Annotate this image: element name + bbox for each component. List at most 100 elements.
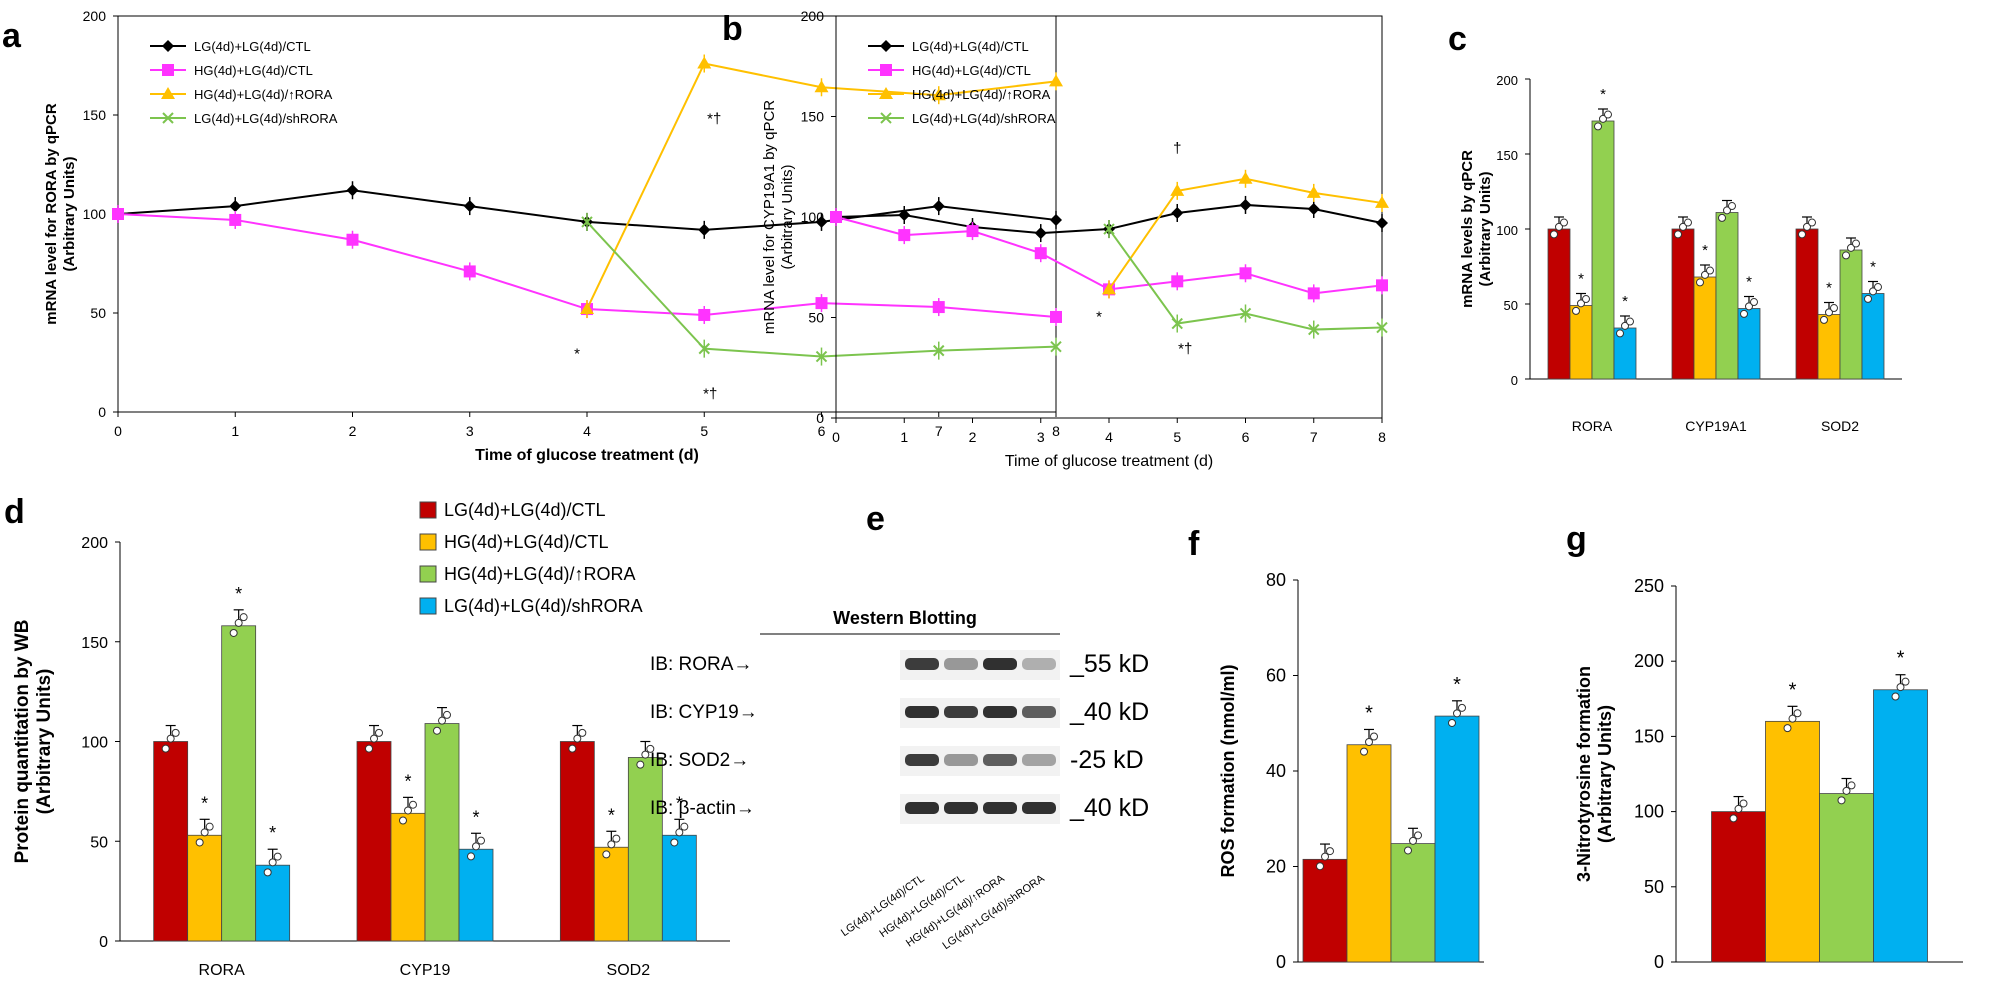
data-point [1307,287,1320,300]
data-point [1034,227,1047,240]
x-tick-label: 7 [935,423,943,439]
data-point [1050,213,1062,226]
legend-marker [880,40,892,52]
replicate-dot [1370,732,1378,741]
replicate-dot [1739,799,1748,808]
x-axis-label: Time of glucose treatment (d) [475,447,699,464]
replicate-dot [229,628,238,637]
replicate-dot [1326,847,1334,856]
significance-marker: * [1453,674,1461,696]
data-point [815,297,828,310]
y-tick-label: 0 [816,410,824,426]
y-axis-label-2: (Arbitrary Units) [1477,171,1494,286]
replicate-dot [1729,814,1738,823]
legend-label: HG(4d)+LG(4d)/↑RORA [444,564,636,584]
significance-marker: * [472,807,479,827]
y-tick-label: 0 [1276,952,1286,972]
replicate-dot [1901,677,1910,686]
replicate-dot [1550,230,1558,239]
chart-g: 0 50 100 150 200 250 3-Nitrotyrosine formation… [1574,576,1963,972]
x-tick-label: 3 [1037,429,1045,445]
bar [1711,811,1766,963]
replicate-dot [1453,709,1461,718]
chart-d: 0 50 100 150 200 Protein quantitation by WB (A… [12,500,730,979]
wb-row-label: IB: CYP19→ [650,702,758,723]
replicate-dot [1820,315,1828,324]
annotation: † [1173,140,1181,157]
replicate-dot [1696,278,1704,287]
category-label: CYP19 [400,962,451,979]
bar [627,757,663,942]
replicate-dot [1874,283,1882,292]
legend-marker [879,87,893,99]
panel-label-f: f [1188,525,1200,563]
data-point-b [1103,223,1115,235]
data-point [830,211,842,223]
y-tick-label: 50 [1504,298,1518,313]
replicate-dot [1684,218,1692,227]
replicate-dot [1360,747,1368,756]
significance-marker: * [1826,280,1832,297]
data-point-b [581,216,593,228]
bar [1765,720,1820,963]
replicate-dot [375,728,383,737]
y-tick-label: 0 [98,404,106,420]
bar [1715,212,1739,380]
replicate-dot [670,838,679,847]
wb-band [983,706,1017,718]
replicate-dot [1734,804,1743,813]
data-point-b [1171,317,1183,330]
x-tick-label: 4 [1105,429,1113,445]
data-point [1049,74,1063,87]
replicate-dot [263,868,272,877]
y-tick-label: 60 [1266,666,1286,686]
replicate-dot [1837,796,1846,805]
replicate-dot [578,728,587,737]
chart-f: 0 20 40 60 80 ROS formation (nmol/ml) * * [1218,570,1484,972]
category-label: RORA [1572,418,1613,434]
data-point-b [933,344,945,357]
x-tick-label: 6 [818,423,826,439]
x-tick-label: 5 [700,423,708,439]
bar [458,848,494,942]
legend-marker [161,87,175,99]
significance-marker: * [1578,271,1584,288]
annotation: * [574,346,580,363]
replicate-dot [477,836,485,845]
wb-title: Western Blotting [833,608,977,628]
replicate-dot [1572,306,1580,315]
replicate-dot [636,760,645,769]
significance-marker: * [269,823,276,843]
replicate-dot [1728,202,1736,211]
data-point [898,208,911,221]
replicate-dot [1594,122,1602,131]
y-tick-label: 20 [1266,857,1286,877]
data-point [697,56,712,69]
bar [424,723,460,942]
x-tick-label: 2 [969,429,977,445]
bar [1839,249,1863,380]
legend-marker [162,40,174,52]
wb-kd-label: -25 kD [1070,746,1144,774]
replicate-dot [1869,287,1877,296]
replicate-dot [1740,309,1748,318]
wb-row-label: IB: SOD2→ [650,750,749,771]
wb-band [905,754,939,766]
annotation: *† [703,386,717,403]
data-point-b [1050,340,1062,353]
data-point [898,229,911,242]
data-point [229,200,242,213]
wb-band [944,802,978,814]
legend-label: LG(4d)+LG(4d)/CTL [194,39,311,54]
replicate-dot [1864,294,1872,303]
legend-marker [880,64,892,76]
x-tick-label: 2 [349,423,357,439]
y-axis-label: ROS formation (nmol/ml) [1218,665,1238,878]
wb-band [944,706,978,718]
category-label: CYP19A1 [1685,418,1747,434]
replicate-dot [1404,846,1412,855]
data-point [1306,185,1321,198]
y-tick-label: 100 [801,209,825,225]
replicate-dot [1718,213,1726,222]
replicate-dot [1750,298,1758,307]
